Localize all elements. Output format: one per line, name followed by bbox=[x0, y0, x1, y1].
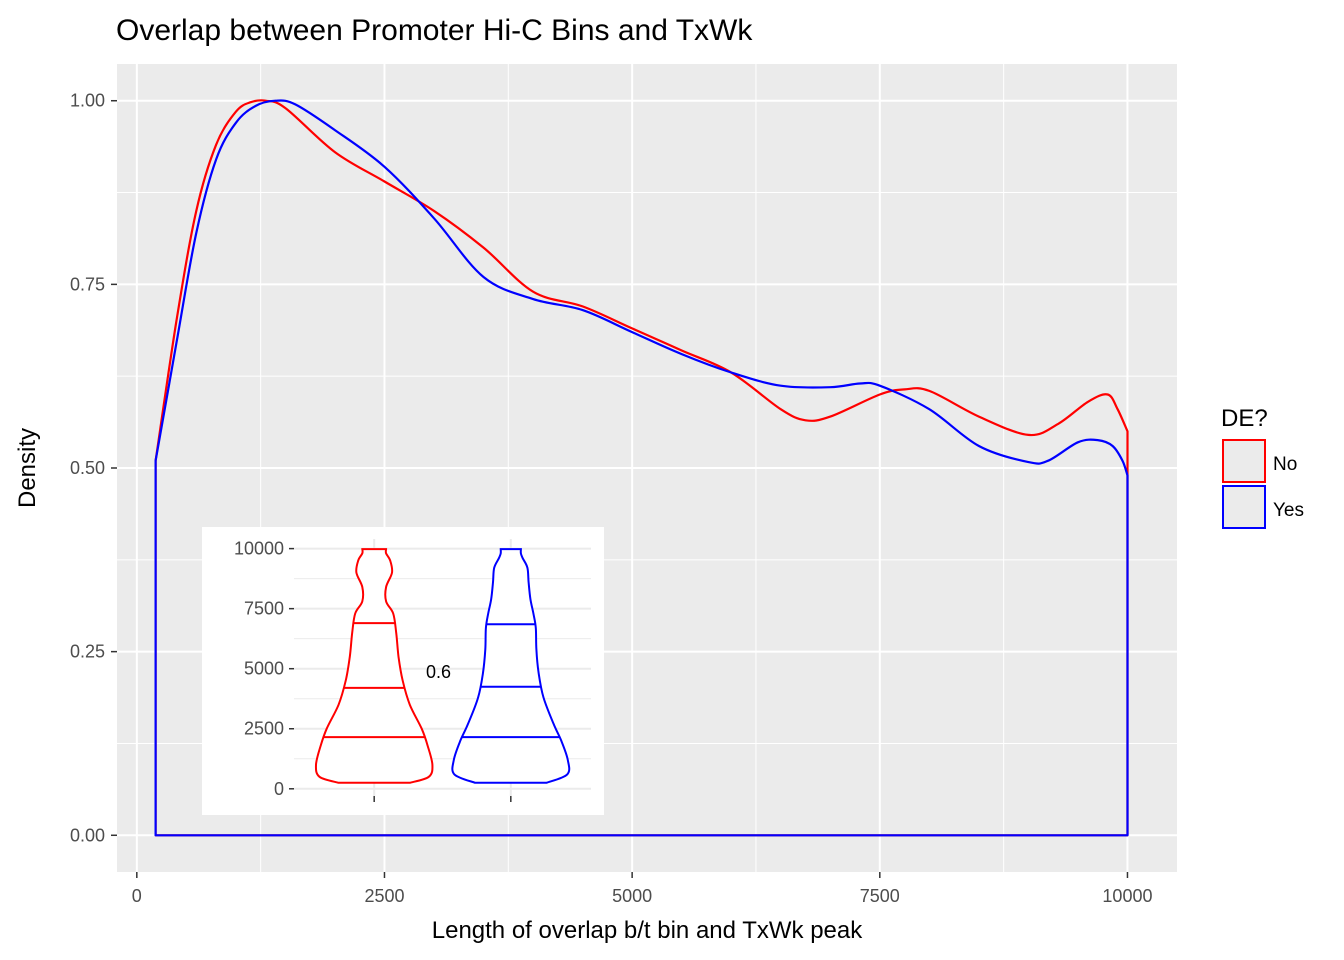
density-curve-no bbox=[154, 99, 1129, 837]
legend-label-no: No bbox=[1273, 454, 1297, 475]
inset-y-tick-label: 10000 bbox=[234, 539, 284, 559]
x-axis-title: Length of overlap b/t bin and TxWk peak bbox=[432, 917, 863, 944]
x-tick-label: 7500 bbox=[860, 886, 900, 906]
main-axes: 0 2500 5000 7500 10000 0.00 0.25 0.50 0.75 1.00 bbox=[70, 91, 1153, 906]
y-axis-title: Density bbox=[14, 428, 41, 508]
inset-y-tick-label: 0 bbox=[274, 779, 284, 799]
x-tick-label: 10000 bbox=[1102, 886, 1152, 906]
y-tick-label: 1.00 bbox=[70, 91, 105, 111]
violin-yes bbox=[451, 548, 571, 784]
legend-key-no bbox=[1222, 439, 1266, 483]
x-tick-label: 5000 bbox=[612, 886, 652, 906]
y-tick-label: 0.50 bbox=[70, 458, 105, 478]
inset-y-tick-label: 5000 bbox=[244, 659, 284, 679]
chart-title: Overlap between Promoter Hi-C Bins and T… bbox=[116, 14, 753, 47]
x-tick-label: 0 bbox=[132, 886, 142, 906]
inset-y-tick-label: 2500 bbox=[244, 719, 284, 739]
y-tick-label: 0.25 bbox=[70, 642, 105, 662]
legend-label-yes: Yes bbox=[1273, 500, 1304, 521]
legend-title: DE? bbox=[1221, 405, 1268, 432]
x-tick-label: 2500 bbox=[364, 886, 404, 906]
main-series bbox=[154, 99, 1129, 837]
y-tick-label: 0.00 bbox=[70, 825, 105, 845]
inset-violin-plot: 0 2500 5000 7500 10000 0.6 bbox=[202, 527, 604, 815]
legend-key-yes bbox=[1222, 485, 1266, 529]
density-curve-yes bbox=[154, 99, 1129, 837]
inset-violins bbox=[314, 548, 571, 784]
inset-axes: 0 2500 5000 7500 10000 bbox=[234, 539, 512, 802]
inset-annotation: 0.6 bbox=[426, 662, 451, 682]
violin-no bbox=[314, 548, 434, 784]
inset-y-tick-label: 7500 bbox=[244, 599, 284, 619]
legend: DE? No Yes bbox=[1221, 405, 1304, 529]
y-tick-label: 0.75 bbox=[70, 274, 105, 294]
